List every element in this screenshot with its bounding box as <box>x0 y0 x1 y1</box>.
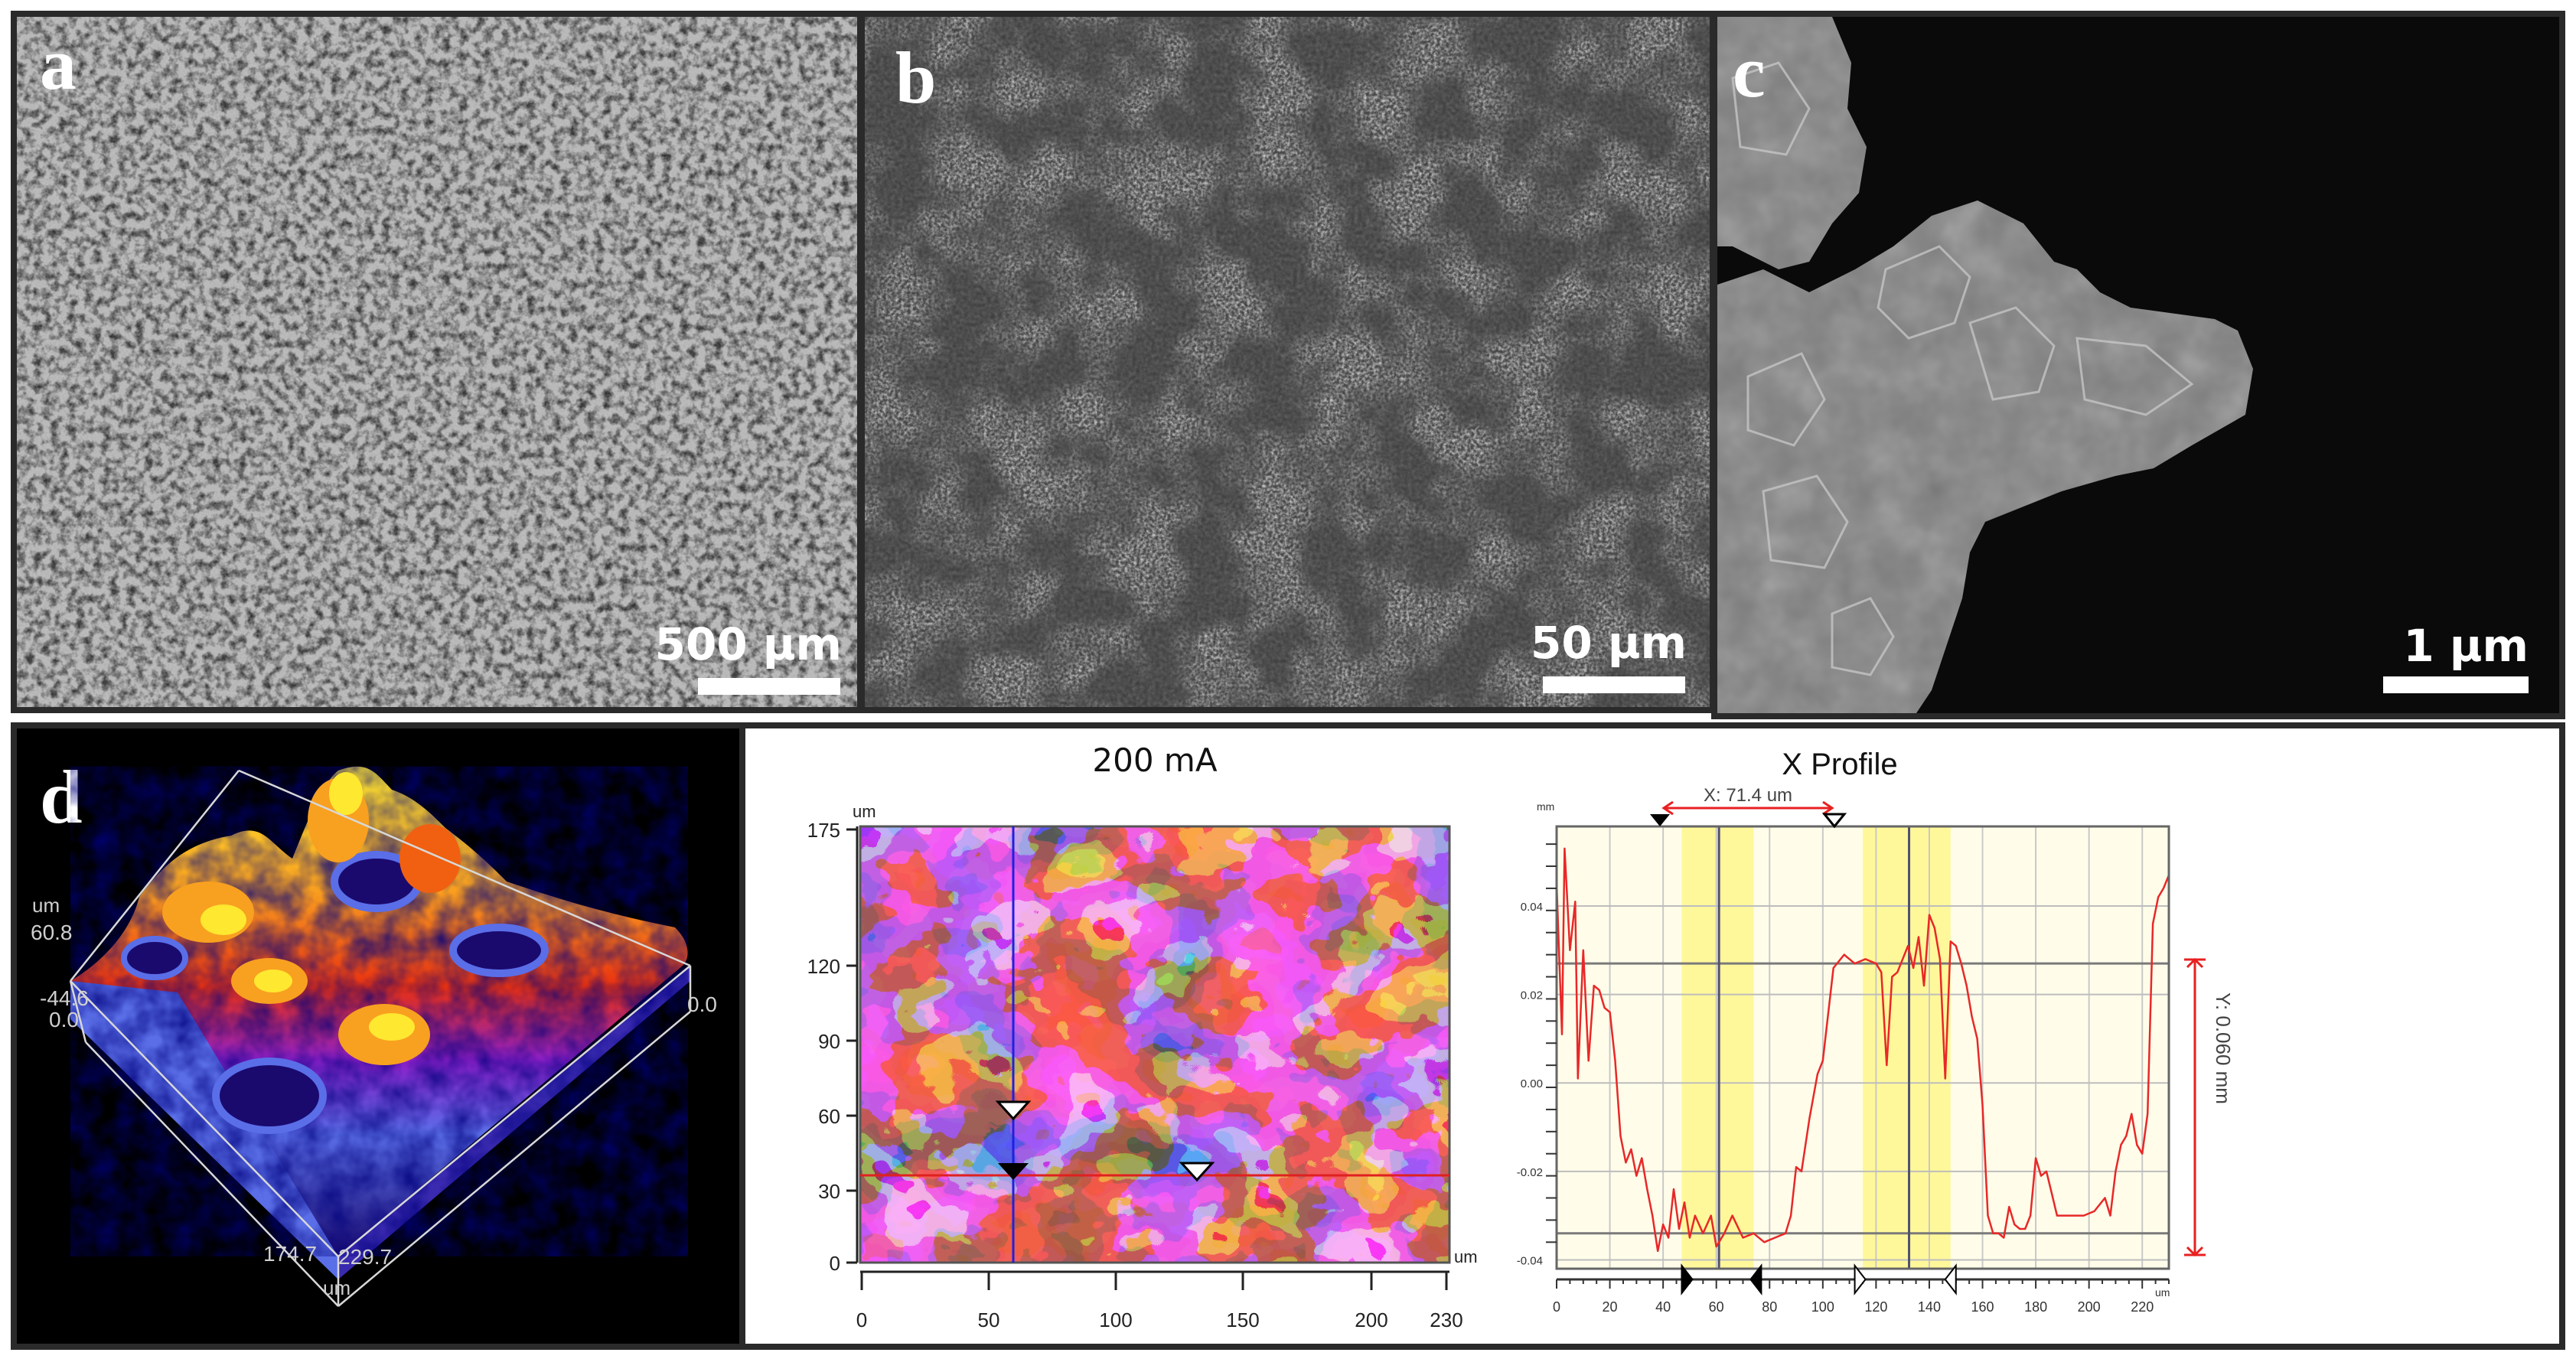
heightmap-x-tick: 200 <box>1355 1308 1387 1331</box>
x-measure-arrow <box>1661 800 1834 816</box>
surface-3d-plot <box>69 766 692 1307</box>
svg-text:0: 0 <box>1553 1299 1560 1315</box>
x-extent-label: 229.7 <box>338 1245 392 1269</box>
svg-text:120: 120 <box>1864 1299 1887 1315</box>
heightmap-y-tick: 120 <box>807 955 840 978</box>
scale-bar-label-b: 50 µm <box>1530 617 1687 669</box>
svg-text:60: 60 <box>1709 1299 1724 1315</box>
svg-text:100: 100 <box>1811 1299 1834 1315</box>
heightmap-x-tick: 100 <box>1099 1308 1132 1331</box>
panel-c-sem-image: c 1 µm <box>1711 11 2565 719</box>
svg-text:-0.04: -0.04 <box>1517 1254 1543 1267</box>
sem-dendritic-texture <box>865 17 1710 707</box>
heightmap-x-tick: 150 <box>1226 1308 1259 1331</box>
heightmap-chart: 200 mA um 175 <box>807 741 1478 1331</box>
y-measure-label: Y: 0.060 mm <box>2212 992 2235 1104</box>
panel-label-b: b <box>895 37 937 119</box>
y-measure-arrow <box>2184 957 2206 1257</box>
z-axis-min: -44.6 <box>40 986 89 1010</box>
surface-3d-axis-labels: um 60.8 -44.6 0.0 0.0 174.7 229.7 um <box>31 894 717 1299</box>
panel-a-sem-image: a 500 µm <box>11 11 863 713</box>
svg-text:220: 220 <box>2131 1299 2154 1315</box>
scale-bar-label-c: 1 µm <box>2403 620 2529 672</box>
marker-white-triangle-2[interactable] <box>1179 1162 1215 1182</box>
cursor-marker-white[interactable] <box>1821 813 1847 829</box>
heightmap-y-tick: 0 <box>830 1252 840 1275</box>
svg-text:180: 180 <box>2024 1299 2047 1315</box>
heightmap-x-tick: 50 <box>978 1308 1000 1331</box>
svg-text:40: 40 <box>1655 1299 1671 1315</box>
heightmap-x-unit: um <box>1454 1247 1478 1266</box>
marker-black-triangle[interactable] <box>998 1163 1029 1180</box>
y-extent-label: 174.7 <box>263 1242 317 1266</box>
svg-text:160: 160 <box>1971 1299 1994 1315</box>
svg-text:20: 20 <box>1603 1299 1618 1315</box>
panel-b-sem-image: b 50 µm <box>859 11 1716 713</box>
cursor-marker-black[interactable] <box>1650 814 1670 826</box>
scale-bar-a <box>698 678 840 695</box>
svg-text:0.00: 0.00 <box>1521 1077 1543 1090</box>
heightmap-x-tick: 0 <box>856 1308 867 1331</box>
x-measure-label: X: 71.4 um <box>1704 785 1792 806</box>
panel-label-c: c <box>1733 31 1766 112</box>
panel-d-3d-surface: d <box>11 722 745 1350</box>
marker-white-triangle-1[interactable] <box>995 1100 1032 1121</box>
profile-plot-area: 0 20 40 60 80 100 120 140 160 180 200 220 0.04 0.02 0.… <box>1517 825 2170 1315</box>
scale-bar-b <box>1543 676 1685 693</box>
heightmap-y-tick: 30 <box>818 1180 840 1203</box>
scale-bar-label-a: 500 µm <box>654 618 842 670</box>
heightmap-x-tick: 230 <box>1430 1308 1462 1331</box>
svg-text:140: 140 <box>1918 1299 1941 1315</box>
heightmap-y-unit: um <box>853 802 876 821</box>
x-profile-chart: X Profile X: 71.4 um mm 0 20 40 60 80 100 120 1… <box>1517 748 2235 1315</box>
profile-y-unit: mm <box>1537 800 1554 813</box>
panel-label-a: a <box>40 23 77 105</box>
panel-d-analysis: 200 mA um 175 <box>739 722 2565 1350</box>
svg-text:0.04: 0.04 <box>1521 901 1543 914</box>
z-axis-unit: um <box>32 894 60 917</box>
profile-title: X Profile <box>1782 748 1897 781</box>
profile-x-unit: um <box>2155 1286 2170 1299</box>
svg-text:0.02: 0.02 <box>1521 989 1543 1002</box>
xy-axis-unit: um <box>323 1276 351 1299</box>
heightmap-y-tick: 60 <box>818 1105 840 1128</box>
heightmap-title: 200 mA <box>1092 741 1217 779</box>
origin-right: 0.0 <box>687 992 717 1016</box>
sem-porous-texture <box>17 17 857 707</box>
svg-text:-0.02: -0.02 <box>1517 1166 1543 1179</box>
heightmap-y-tick: 175 <box>807 819 840 842</box>
origin-left: 0.0 <box>49 1008 79 1031</box>
scale-bar-c <box>2383 676 2529 693</box>
heightmap-y-tick: 90 <box>818 1030 840 1053</box>
svg-text:80: 80 <box>1762 1299 1777 1315</box>
svg-text:200: 200 <box>2078 1299 2101 1315</box>
z-axis-max: 60.8 <box>31 921 73 944</box>
sem-crystallite-cluster <box>1717 17 2559 713</box>
panel-label-d: d <box>40 754 83 839</box>
